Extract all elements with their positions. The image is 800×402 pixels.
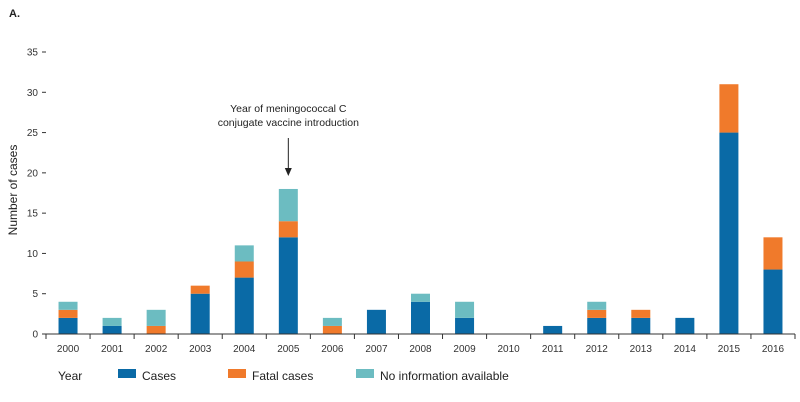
annotation-arrow-head [284, 168, 292, 176]
x-tick-label: 2006 [321, 344, 344, 355]
bar-fatal-cases-2012 [587, 309, 607, 318]
bar-no-information-available-2005 [278, 188, 298, 222]
bar-cases-2000 [58, 317, 78, 334]
y-axis: 0 5 10 15 20 25 30 35 [27, 48, 46, 341]
bar-cases-2015 [719, 132, 739, 334]
x-tick-label: 2008 [409, 344, 432, 355]
bar-cases-2016 [763, 269, 783, 334]
y-tick-label: 15 [27, 209, 39, 220]
x-tick-label: 2002 [145, 344, 168, 355]
x-axis: 2000 2001 2002 2003 2004 2005 2006 2007 2008 2009… [45, 333, 796, 355]
bar-no-information-available-2008 [411, 293, 430, 302]
bar-cases-2004 [234, 277, 254, 334]
y-tick-label: 30 [27, 88, 39, 99]
bar-fatal-cases-2015 [719, 84, 739, 133]
y-axis-title: Number of cases [6, 145, 20, 236]
bar-cases-2003 [190, 293, 210, 334]
legend-swatch-no-information-available [356, 369, 374, 378]
x-tick-label: 2014 [674, 344, 697, 355]
bar-fatal-cases-2003 [190, 285, 210, 294]
x-tick-label: 2007 [365, 344, 388, 355]
legend-swatch-cases [118, 369, 136, 378]
x-tick-label: 2000 [57, 344, 80, 355]
bar-cases-2001 [102, 325, 122, 334]
bar-fatal-cases-2016 [763, 237, 783, 270]
bar-cases-2007 [366, 309, 386, 334]
x-tick-label: 2012 [586, 344, 609, 355]
annotation-line-1: Year of meningococcal C [230, 103, 347, 115]
x-tick-label: 2009 [453, 344, 476, 355]
bar-no-information-available-2001 [102, 317, 122, 326]
bar-no-information-available-2000 [58, 301, 78, 310]
annotation-line-2: conjugate vaccine introduction [218, 117, 359, 129]
x-tick-label: 2010 [497, 344, 520, 355]
x-tick-label: 2004 [233, 344, 256, 355]
x-tick-label: 2013 [630, 344, 653, 355]
x-tick-label: 2001 [101, 344, 124, 355]
y-tick-label: 10 [27, 249, 39, 260]
bar-cases-2014 [675, 317, 695, 334]
bar-fatal-cases-2000 [58, 309, 78, 318]
bar-fatal-cases-2006 [322, 325, 342, 334]
bar-fatal-cases-2002 [146, 325, 166, 334]
bar-no-information-available-2006 [322, 317, 342, 326]
x-axis-title: Year [58, 369, 82, 383]
annotation: Year of meningococcal C conjugate vaccin… [218, 103, 359, 176]
y-tick-label: 35 [27, 48, 39, 59]
y-axis-title-text: Number of cases [6, 145, 20, 236]
legend-label-cases: Cases [142, 369, 176, 383]
legend: Cases Fatal cases No information available [118, 369, 509, 383]
panel-label: A. [9, 8, 20, 20]
bar-cases-2011 [543, 325, 563, 334]
bar-no-information-available-2004 [234, 245, 254, 262]
legend-label-fatal-cases: Fatal cases [252, 369, 313, 383]
legend-label-no-information-available: No information available [380, 369, 509, 383]
bar-cases-2009 [455, 317, 475, 334]
y-tick-label: 0 [32, 330, 38, 341]
bar-no-information-available-2002 [146, 309, 166, 326]
legend-swatch-fatal-cases [228, 369, 246, 378]
bar-fatal-cases-2004 [234, 261, 254, 278]
x-tick-label: 2005 [277, 344, 300, 355]
bar-fatal-cases-2013 [631, 309, 651, 318]
bar-fatal-cases-2005 [278, 221, 298, 238]
bar-no-information-available-2009 [455, 301, 475, 318]
y-tick-label: 25 [27, 128, 39, 139]
bar-cases-2012 [587, 317, 607, 334]
bars [58, 84, 783, 334]
x-tick-label: 2011 [542, 344, 564, 355]
bar-no-information-available-2012 [587, 301, 607, 310]
bar-cases-2005 [278, 237, 298, 334]
y-tick-label: 20 [27, 168, 39, 179]
bar-cases-2008 [411, 301, 430, 334]
bar-cases-2013 [631, 317, 651, 334]
x-tick-label: 2015 [718, 344, 741, 355]
y-tick-label: 5 [32, 289, 38, 300]
x-tick-label: 2003 [189, 344, 212, 355]
x-tick-label: 2016 [762, 344, 785, 355]
